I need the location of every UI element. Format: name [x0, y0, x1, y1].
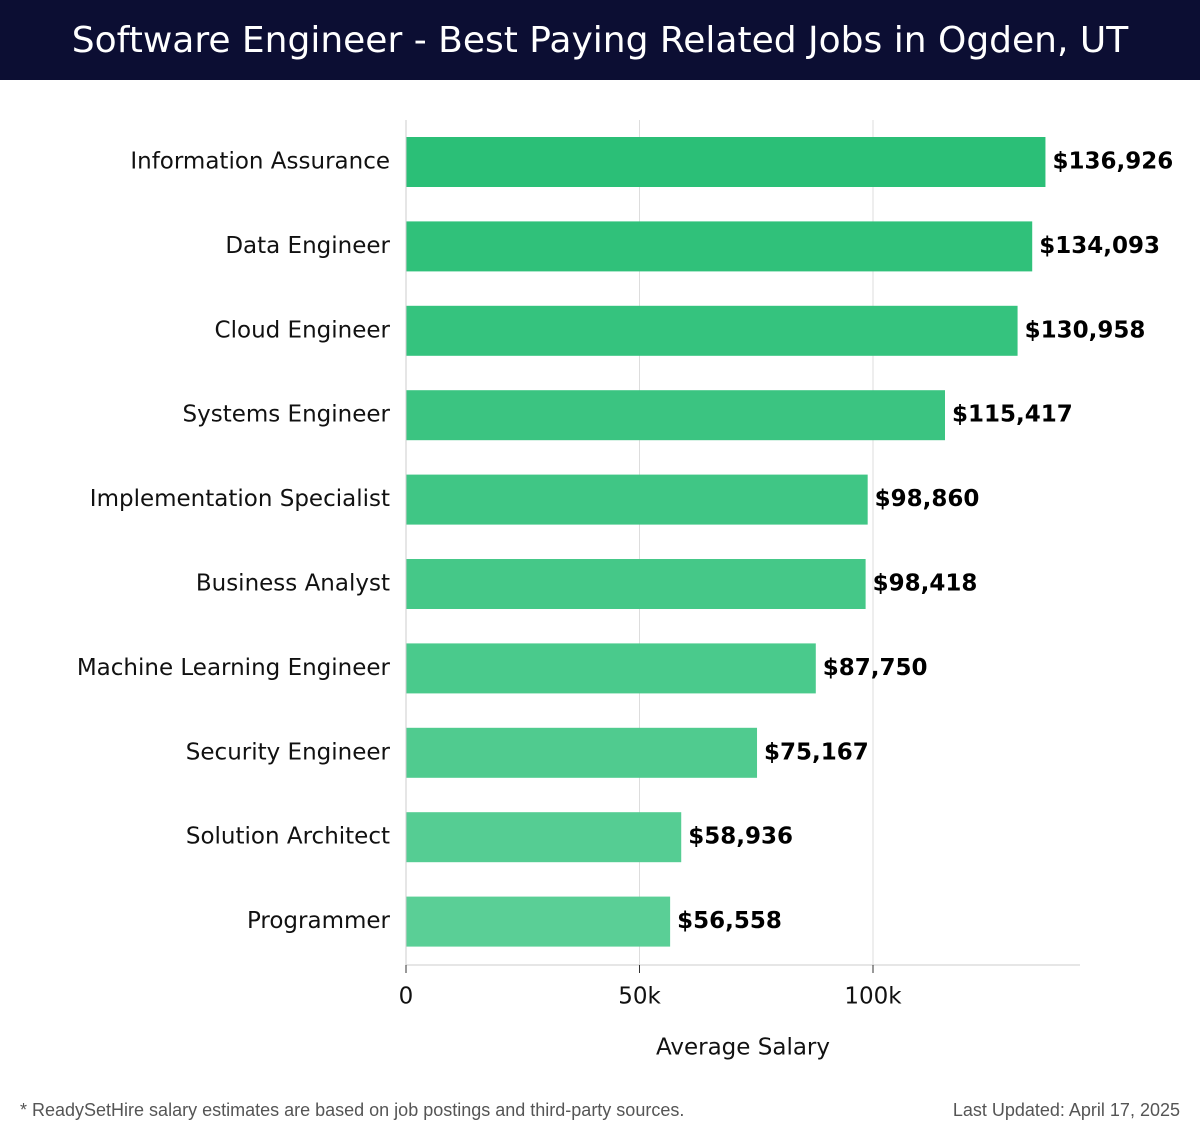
category-label: Information Assurance	[130, 149, 390, 175]
data-label: $58,936	[688, 824, 793, 850]
category-label: Cloud Engineer	[215, 317, 391, 343]
category-label: Programmer	[247, 908, 391, 934]
category-label: Machine Learning Engineer	[77, 655, 391, 681]
bar	[406, 137, 1046, 187]
category-label: Systems Engineer	[183, 402, 391, 428]
category-label: Implementation Specialist	[90, 486, 390, 512]
bar	[406, 559, 866, 609]
data-label: $130,958	[1025, 317, 1146, 343]
bar	[406, 390, 945, 441]
bar	[406, 896, 671, 947]
chart-title: Software Engineer - Best Paying Related …	[71, 19, 1129, 61]
data-label: $136,926	[1052, 149, 1173, 175]
x-tick-label: 100k	[844, 984, 902, 1010]
bar	[406, 221, 1033, 272]
bar-chart: Information Assurance $136,926 Data Engine…	[77, 120, 1173, 1061]
x-tick-label: 0	[399, 984, 414, 1010]
last-updated: Last Updated: April 17, 2025	[952, 1100, 1180, 1120]
data-label: $115,417	[952, 402, 1073, 428]
x-tick-label: 50k	[618, 984, 661, 1010]
data-label: $87,750	[823, 655, 928, 681]
bar	[406, 643, 816, 694]
bar	[406, 305, 1018, 356]
chart-header: Software Engineer - Best Paying Related …	[0, 0, 1200, 80]
category-label: Solution Architect	[186, 824, 390, 850]
category-label: Security Engineer	[186, 739, 391, 765]
category-label: Business Analyst	[196, 571, 390, 597]
x-axis-label: Average Salary	[656, 1035, 830, 1061]
data-label: $98,860	[875, 486, 980, 512]
category-label: Data Engineer	[225, 233, 390, 259]
data-label: $75,167	[764, 739, 869, 765]
data-label: $134,093	[1039, 233, 1160, 259]
data-label: $56,558	[677, 908, 782, 934]
bar	[406, 812, 682, 863]
data-label: $98,418	[873, 571, 978, 597]
bar	[406, 474, 868, 525]
bar	[406, 727, 758, 778]
footer-note: * ReadySetHire salary estimates are base…	[20, 1100, 685, 1120]
